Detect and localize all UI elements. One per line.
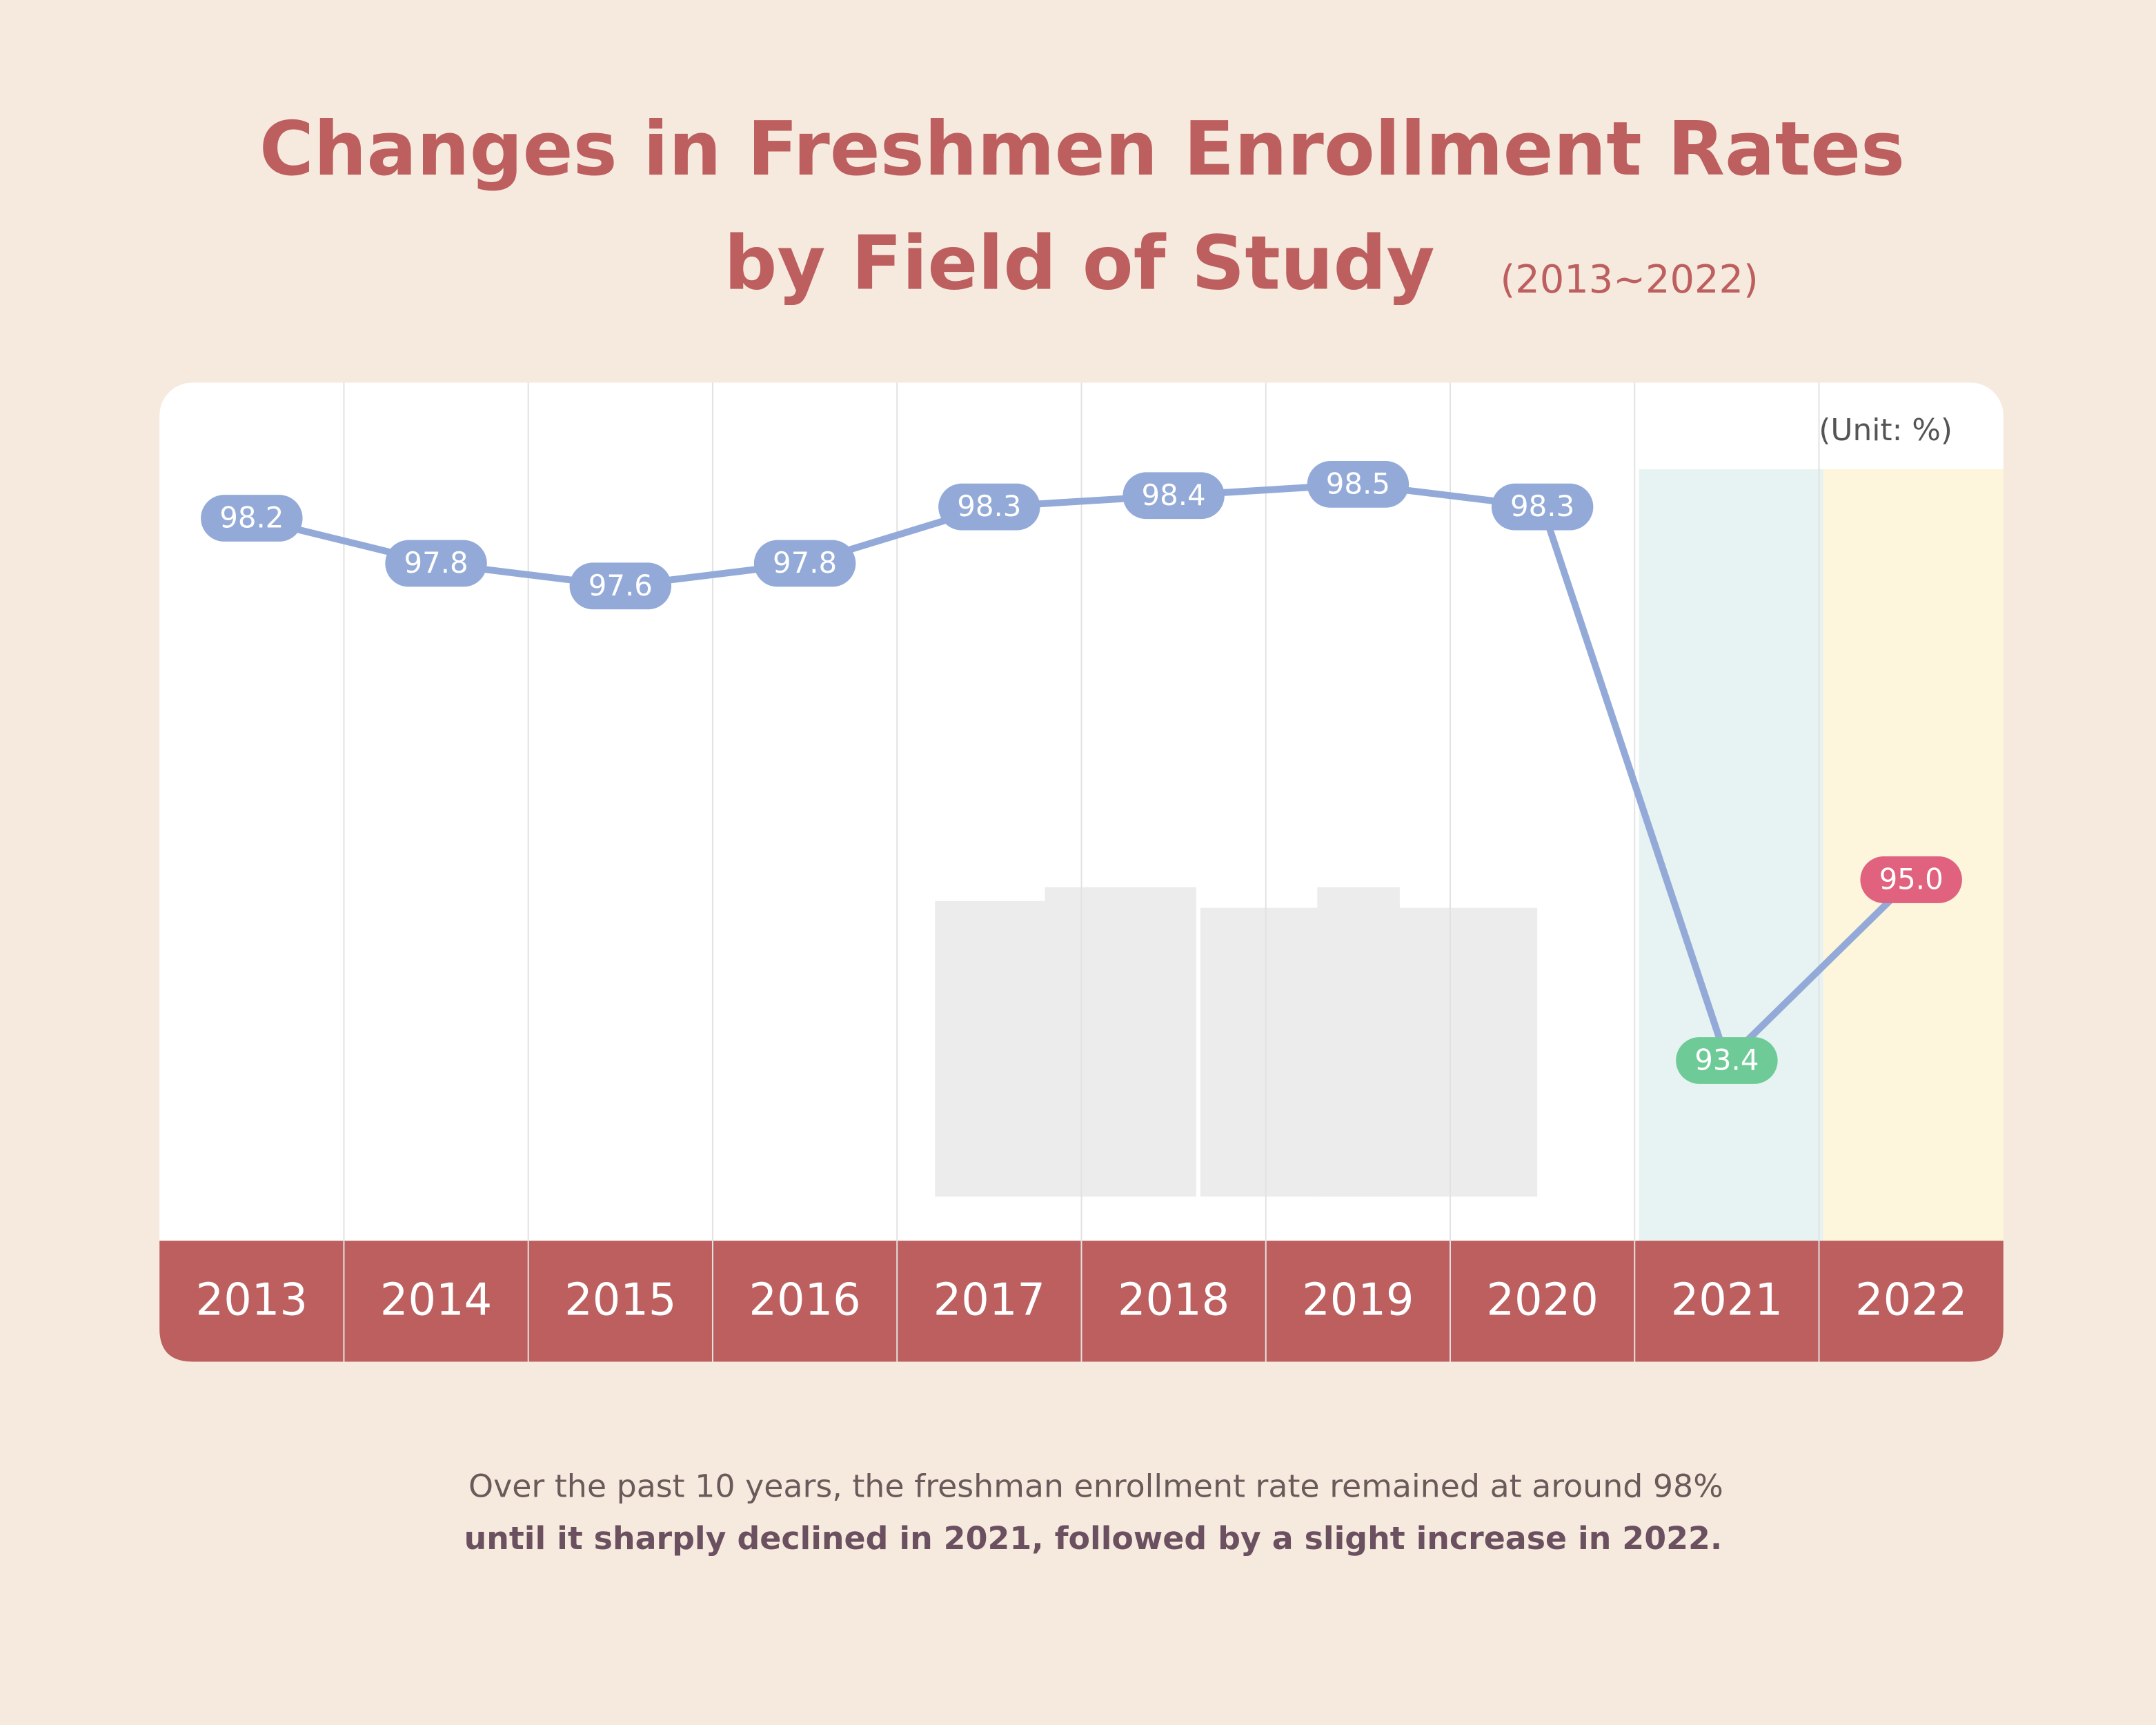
point-label-bg [1122,472,1225,520]
point-label: 98.2 [219,501,284,535]
point-label-bg [385,540,487,587]
x-tick-label: 2015 [564,1274,676,1325]
title: Changes in Freshmen Enrollment Rates [259,106,1905,193]
subtitle: (2013~2022) [1501,257,1759,302]
point-label-bg [1860,856,1962,903]
point-label-bg [201,495,303,542]
building [935,900,1045,1197]
point-label: 97.8 [404,546,468,580]
x-tick-label: 2018 [1118,1274,1229,1325]
point-label-bg [938,483,1040,531]
point-label: 98.5 [1326,466,1390,500]
highlight-2022 [1823,469,2004,1241]
building [1317,887,1400,1197]
x-tick-label: 2021 [1671,1274,1783,1325]
footnote: Over the past 10 years, the freshman enr… [468,1467,1723,1504]
building [1045,887,1196,1197]
point-label-bg [1307,461,1410,508]
title-line2: by Field of Study [724,220,1434,306]
point-label-bg [753,540,856,587]
point-label: 95.0 [1879,862,1944,896]
x-tick-label: 2020 [1486,1274,1598,1325]
point-label: 97.8 [773,546,837,580]
point-label: 98.3 [1510,489,1574,523]
point-label-bg [1676,1037,1778,1084]
unit-label: (Unit: %) [1819,413,1952,448]
highlight-2021 [1639,469,1823,1241]
point-label: 97.6 [589,569,653,602]
footnote-bold: until it sharply declined in 2021, follo… [464,1519,1723,1557]
point-label: 98.3 [957,489,1021,523]
x-tick-label: 2013 [196,1274,308,1325]
x-tick-label: 2017 [933,1274,1045,1325]
line [250,480,1914,1064]
x-tick-label: 2014 [380,1274,492,1325]
point-label: 93.4 [1694,1043,1759,1076]
point-label: 98.4 [1142,478,1206,512]
x-tick-label: 2019 [1302,1274,1414,1325]
point-label-bg [569,562,672,610]
buildings [935,887,1538,1197]
point-label-bg [1491,483,1594,531]
x-tick-label: 2022 [1855,1274,1967,1325]
x-tick-label: 2016 [749,1274,860,1325]
